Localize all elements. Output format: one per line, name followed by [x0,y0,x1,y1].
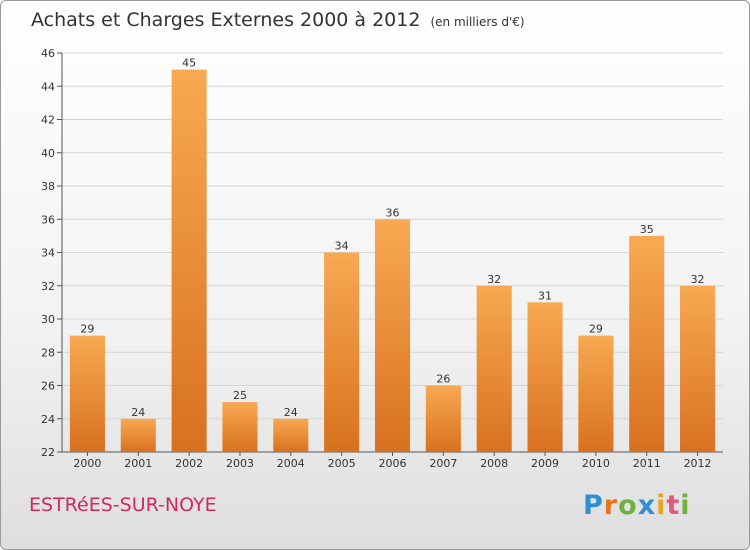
bar [69,335,105,452]
x-tick-label: 2003 [226,457,254,470]
unit-note: (en milliers d'€) [430,15,525,29]
y-tick-label: 38 [41,180,55,193]
y-tick-label: 36 [41,213,55,226]
bar [476,285,512,452]
logo-letter: i [680,490,691,521]
x-tick-label: 2010 [582,457,610,470]
x-tick-label: 2008 [480,457,508,470]
x-tick-label: 2004 [277,457,305,470]
bar [527,302,563,452]
data-label: 24 [131,406,145,419]
x-tick-label: 2011 [633,457,661,470]
data-label: 24 [284,406,298,419]
bar [374,219,411,452]
logo-letter: t [666,490,681,521]
data-label: 35 [640,223,654,236]
y-tick-label: 40 [41,147,55,160]
y-tick-label: 26 [41,380,55,393]
y-tick-label: 30 [41,313,55,326]
data-label: 26 [436,373,450,386]
bar [680,285,716,452]
y-tick-label: 22 [41,446,55,459]
x-tick-label: 2006 [379,457,407,470]
data-label: 31 [538,289,552,302]
logo-letter: P [583,490,604,521]
axes: 22 24 26 28 30 32 34 36 38 40 42 44 46 2000 2001 2002 20… [41,47,723,470]
y-tick-label: 24 [41,413,55,426]
data-label: 34 [335,240,349,253]
x-tick-label: 2002 [175,457,203,470]
x-tick-label: 2000 [73,457,101,470]
bars [69,69,716,452]
data-label: 36 [386,206,400,219]
data-label: 32 [691,273,705,286]
y-tick-label: 32 [41,280,55,293]
x-tick-label: 2009 [531,457,559,470]
x-tick-label: 2012 [684,457,712,470]
x-tick-label: 2007 [429,457,457,470]
bar [425,385,461,452]
y-tick-label: 44 [41,80,55,93]
y-tick-label: 42 [41,114,55,127]
logo-letter: r [603,490,619,521]
y-tick-label: 28 [41,346,55,359]
data-label: 29 [589,323,603,336]
bar [324,252,360,452]
chart-title: Achats et Charges Externes 2000 à 2012 (e… [31,9,525,31]
proxiti-logo: Proxiti [583,490,691,521]
y-tick-label: 34 [41,247,55,260]
labels: 29 24 45 25 24 34 36 26 32 31 29 35 32 [80,57,704,419]
x-tick-label: 2005 [328,457,356,470]
bar [120,418,156,452]
data-label: 32 [487,273,501,286]
data-label: 25 [233,389,247,402]
y-tick-label: 46 [41,47,55,60]
bar [171,69,207,452]
bar [222,402,258,452]
logo-letter: x [637,490,657,521]
bar [273,418,309,452]
title-text: Achats et Charges Externes 2000 à 2012 [31,9,421,31]
data-label: 29 [80,323,94,336]
data-label: 45 [182,57,196,70]
town-name: ESTRéES-SUR-NOYE [29,494,217,516]
x-tick-label: 2001 [124,457,152,470]
bar [578,335,614,452]
bar [629,235,665,452]
logo-letter: o [618,490,638,521]
logo-letter: i [656,490,667,521]
